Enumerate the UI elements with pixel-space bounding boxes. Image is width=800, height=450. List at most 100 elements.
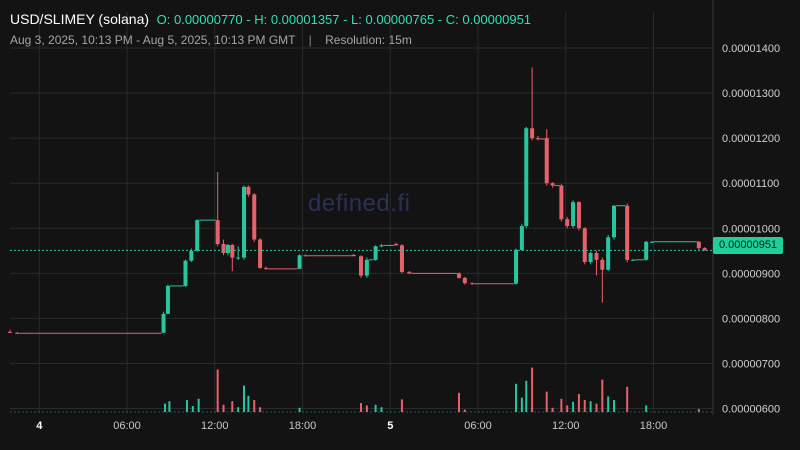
volume-bar	[197, 398, 200, 412]
candle-body	[571, 202, 576, 227]
y-tick-label: 0.00000900	[722, 268, 780, 280]
volume-bar	[191, 406, 194, 412]
candle-body	[565, 219, 570, 227]
candle-body	[576, 202, 581, 229]
watermark: defined.fi	[308, 190, 411, 217]
x-tick-label: 5	[387, 420, 393, 432]
volume-bar	[697, 409, 700, 412]
candle-body	[225, 244, 230, 254]
volume-bar	[298, 407, 301, 412]
volume-bar	[520, 397, 523, 412]
candle-body	[230, 244, 235, 258]
volume-bar	[237, 407, 240, 412]
volume-bar	[525, 380, 528, 412]
candle-body	[594, 253, 599, 260]
volume-bar	[222, 404, 225, 412]
candle-body	[15, 332, 20, 334]
candle-body	[702, 248, 707, 251]
candle-body	[462, 277, 467, 284]
volume-bar	[380, 407, 383, 412]
candle-body	[364, 259, 369, 276]
candle-body	[600, 259, 605, 270]
y-tick-label: 0.00000700	[722, 358, 780, 370]
candle-body	[514, 249, 519, 284]
candle-body	[195, 220, 200, 251]
candle-body	[252, 194, 257, 240]
volume-bar	[589, 401, 592, 412]
candle-body	[373, 246, 378, 260]
volume-bar	[168, 401, 171, 412]
candle-body	[394, 244, 399, 246]
candle-body	[263, 267, 268, 269]
pair-name: USD/SLIMEY (solana)	[10, 11, 150, 27]
chart-subheader: Aug 3, 2025, 10:13 PM - Aug 5, 2025, 10:…	[10, 33, 412, 47]
y-tick-label: 0.00000800	[722, 313, 780, 325]
candle-body	[246, 186, 251, 195]
candle-body	[236, 257, 241, 259]
volume-bar	[545, 391, 548, 412]
volume-bar	[515, 383, 518, 412]
candle-body	[183, 260, 188, 286]
volume-bar	[231, 401, 234, 412]
volume-bar	[185, 400, 188, 412]
candle-body	[456, 273, 461, 278]
candle-body	[588, 253, 593, 263]
x-tick-label: 06:00	[464, 420, 492, 432]
candle-body	[303, 255, 308, 257]
date-range: Aug 3, 2025, 10:13 PM - Aug 5, 2025, 10:…	[10, 33, 296, 47]
volume-bar	[645, 405, 648, 412]
chart-header: USD/SLIMEY (solana) O: 0.00000770 - H: 0…	[10, 11, 531, 27]
candle-body	[606, 237, 611, 270]
candle-body	[297, 255, 302, 269]
candle-body	[161, 313, 166, 333]
volume-bar	[374, 404, 377, 412]
candle-body	[359, 256, 363, 276]
resolution-label: Resolution: 15m	[325, 33, 412, 47]
volume-bar	[216, 369, 219, 412]
volume-bar	[360, 403, 362, 412]
volume-bar	[400, 399, 403, 412]
volume-bar	[247, 395, 250, 412]
separator: |	[308, 33, 312, 47]
volume-bar	[365, 405, 368, 412]
volume-bar	[560, 398, 563, 412]
x-tick-label: 12:00	[552, 420, 580, 432]
volume-bar	[463, 409, 466, 412]
volume-bar	[531, 367, 534, 412]
candle-body	[550, 183, 555, 186]
candle-body	[631, 259, 636, 261]
candle-body	[399, 245, 404, 272]
x-tick-label: 18:00	[640, 420, 668, 432]
candle-body	[8, 331, 12, 333]
candle-body	[524, 128, 529, 227]
volume-bar	[253, 400, 256, 412]
candle-body	[165, 285, 170, 314]
volume-bar	[601, 379, 604, 412]
x-tick-label: 18:00	[289, 420, 317, 432]
x-tick-label: 06:00	[113, 420, 141, 432]
candle-body	[696, 241, 701, 249]
candle-body	[351, 254, 356, 257]
volume-bar	[607, 396, 610, 412]
volume-bar	[243, 385, 245, 412]
candle-body	[530, 128, 535, 139]
volume-bar	[613, 400, 616, 412]
volume-bar	[566, 405, 569, 412]
candle-body	[582, 228, 587, 263]
candle-body	[559, 185, 564, 220]
volume-bar	[595, 403, 598, 412]
candle-body	[544, 138, 549, 184]
ohlc-readout: O: 0.00000770 - H: 0.00001357 - L: 0.000…	[156, 12, 532, 27]
candle-body	[519, 226, 524, 250]
y-tick-label: 0.00001300	[722, 88, 780, 100]
volume-bar	[626, 386, 629, 412]
y-tick-label: 0.00001100	[722, 178, 779, 190]
volume-bar	[259, 407, 262, 412]
candle-body	[612, 205, 617, 238]
volume-bar	[551, 407, 554, 412]
candle-body	[470, 283, 475, 285]
volume-bar	[572, 401, 575, 412]
volume-bar	[457, 392, 460, 412]
candle-body	[379, 245, 384, 247]
